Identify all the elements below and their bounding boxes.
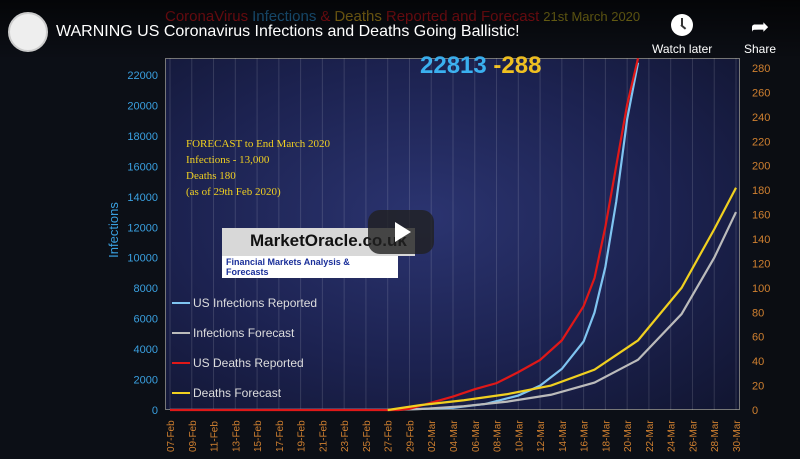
series-line-infections-forecast: [387, 211, 737, 412]
y2-tick-label: 240: [752, 112, 770, 124]
forecast-line: (as of 29th Feb 2020): [186, 186, 281, 198]
y-tick-label: 8000: [134, 283, 158, 295]
watch-later-label: Watch later: [652, 42, 713, 56]
video-top-bar: WARNING US Coronavirus Infections and De…: [0, 0, 800, 60]
y-tick-label: 10000: [127, 253, 158, 265]
x-tick-label: 14-Mar: [558, 420, 569, 452]
legend-label: US Deaths Reported: [193, 356, 304, 370]
x-tick-label: 19-Feb: [297, 420, 308, 452]
play-button[interactable]: [368, 210, 434, 254]
x-tick-label: 18-Mar: [601, 420, 612, 452]
video-title[interactable]: WARNING US Coronavirus Infections and De…: [56, 23, 520, 40]
channel-avatar[interactable]: [8, 12, 48, 52]
share-label: Share: [744, 42, 777, 56]
x-tick-label: 23-Feb: [340, 420, 351, 452]
logo-subtitle: Financial Markets Analysis & Forecasts: [222, 256, 398, 278]
x-tick-label: 25-Feb: [362, 420, 373, 452]
x-tick-label: 17-Feb: [275, 420, 286, 452]
x-tick-label: 29-Feb: [405, 420, 416, 452]
forecast-line: FORECAST to End March 2020: [186, 138, 331, 150]
x-tick-label: 12-Mar: [536, 420, 547, 452]
legend-swatch: [172, 362, 190, 364]
y-tick-label: 6000: [134, 314, 158, 326]
share-icon: ➦: [750, 14, 770, 39]
x-tick-label: 16-Mar: [580, 420, 591, 452]
legend-item: Deaths Forecast: [172, 378, 317, 408]
x-tick-label: 07-Feb: [166, 420, 177, 452]
x-tick-label: 22-Mar: [645, 420, 656, 452]
y-axis-label: Infections: [106, 202, 121, 258]
y-tick-label: 12000: [127, 222, 158, 234]
x-tick-label: 27-Feb: [384, 420, 395, 452]
y2-tick-label: 120: [752, 258, 770, 270]
y2-tick-label: 280: [752, 63, 770, 75]
forecast-line: Infections - 13,000: [186, 154, 270, 166]
x-tick-label: 09-Feb: [188, 420, 199, 452]
legend: US Infections Reported Infections Forecas…: [172, 288, 317, 408]
y2-tick-label: 260: [752, 87, 770, 99]
x-tick-label: 28-Mar: [710, 420, 721, 452]
x-tick-label: 10-Mar: [514, 420, 525, 452]
y2-tick-label: 160: [752, 210, 770, 222]
y-tick-label: 14000: [127, 192, 158, 204]
x-tick-label: 02-Mar: [427, 420, 438, 452]
y2-tick-label: 180: [752, 185, 770, 197]
legend-swatch: [172, 332, 190, 334]
y-tick-label: 2000: [134, 375, 158, 387]
legend-swatch: [172, 392, 190, 394]
forecast-line: Deaths 180: [186, 170, 236, 182]
x-tick-label: 21-Feb: [318, 420, 329, 452]
x-tick-label: 08-Mar: [493, 420, 504, 452]
y2-tick-label: 100: [752, 283, 770, 295]
play-icon: [395, 222, 411, 242]
series-line-deaths-forecast: [387, 187, 737, 412]
y-tick-label: 20000: [127, 100, 158, 112]
legend-label: Infections Forecast: [193, 326, 295, 340]
legend-item: US Infections Reported: [172, 288, 317, 318]
x-tick-label: 11-Feb: [210, 421, 221, 452]
legend-swatch: [172, 302, 190, 304]
x-tick-label: 15-Feb: [253, 420, 264, 452]
x-tick-label: 13-Feb: [231, 420, 242, 452]
y-tick-label: 22000: [127, 70, 158, 82]
x-tick-label: 24-Mar: [667, 420, 678, 452]
y2-tick-label: 140: [752, 234, 770, 246]
x-tick-label: 06-Mar: [471, 420, 482, 452]
y2-tick-label: 200: [752, 161, 770, 173]
y2-tick-label: 80: [752, 307, 764, 319]
legend-label: US Infections Reported: [193, 296, 318, 310]
forecast-note: FORECAST to End March 2020 Infections - …: [186, 136, 330, 200]
x-tick-label: 26-Mar: [688, 420, 699, 452]
y2-tick-label: 60: [752, 332, 764, 344]
legend-label: Deaths Forecast: [193, 386, 282, 400]
legend-item: US Deaths Reported: [172, 348, 317, 378]
y-tick-label: 18000: [127, 131, 158, 143]
y-tick-label: 0: [152, 405, 158, 417]
y2-tick-label: 40: [752, 356, 764, 368]
x-tick-label: 04-Mar: [449, 420, 460, 452]
x-tick-label: 30-Mar: [732, 420, 743, 452]
watch-later-button[interactable]: Watch later: [652, 14, 712, 56]
clock-icon: [671, 14, 694, 36]
x-tick-label: 20-Mar: [623, 420, 634, 452]
y2-tick-label: 0: [752, 405, 758, 417]
share-button[interactable]: ➦ Share: [744, 14, 776, 56]
y-tick-label: 16000: [127, 161, 158, 173]
y2-tick-label: 20: [752, 381, 764, 393]
y-tick-label: 4000: [134, 344, 158, 356]
y2-tick-label: 220: [752, 136, 770, 148]
legend-item: Infections Forecast: [172, 318, 317, 348]
